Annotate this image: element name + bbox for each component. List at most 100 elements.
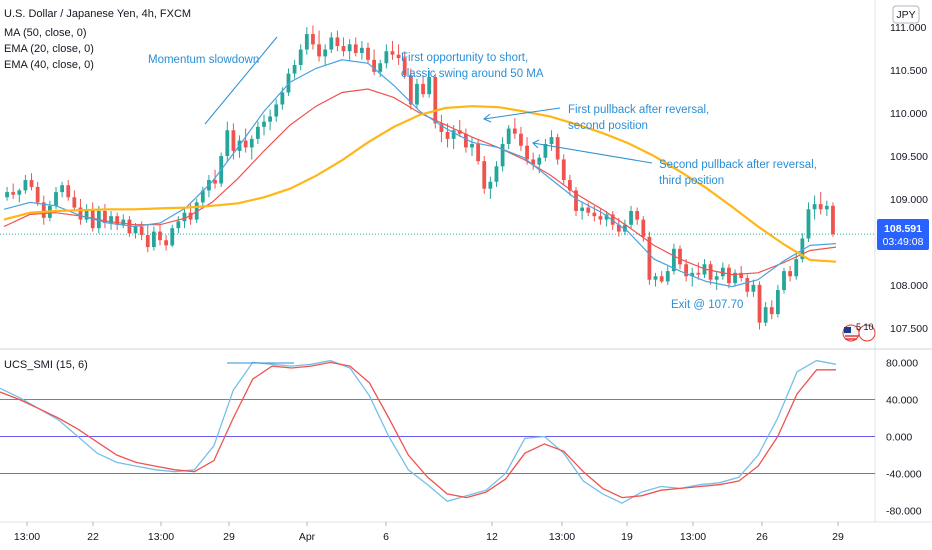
candle-body — [506, 128, 511, 144]
candle-body — [280, 92, 285, 105]
candle-body — [378, 63, 383, 72]
chart-title[interactable]: U.S. Dollar / Japanese Yen, 4h, FXCM — [4, 8, 191, 20]
candle — [708, 260, 713, 285]
candle — [115, 212, 120, 230]
first-pullback-arrowhead — [483, 113, 492, 123]
candles — [5, 25, 835, 330]
candle — [769, 300, 774, 320]
price-tag-price: 108.591 — [884, 223, 922, 235]
candle-body — [818, 204, 823, 210]
candle — [347, 39, 352, 62]
candle-body — [739, 272, 744, 278]
price-tick-label: 109.000 — [890, 194, 928, 206]
candle — [41, 195, 46, 225]
candle-body — [494, 166, 499, 182]
price-tag: 108.591 03:49:08 — [877, 219, 929, 250]
candle-body — [35, 186, 40, 203]
candle-body — [109, 216, 113, 224]
time-tick-label: 13:00 — [148, 531, 174, 543]
legend-smi[interactable]: UCS_SMI (15, 6) — [4, 359, 88, 371]
candle — [629, 205, 633, 229]
candle — [151, 226, 156, 251]
candle — [158, 224, 162, 246]
candle-body — [262, 121, 266, 127]
candle — [133, 223, 138, 239]
annotation-momentum-slowdown: Momentum slowdown — [148, 54, 259, 66]
first-pullback-arrow[interactable] — [483, 107, 561, 120]
candle — [604, 211, 609, 227]
candle — [359, 40, 364, 60]
smi-tick-label: 40.000 — [886, 394, 918, 406]
smi-axis[interactable]: 80.000 40.000 0.000 -40.000 -80.000 — [886, 357, 922, 517]
candle — [831, 202, 835, 237]
ema40-line — [3, 88, 837, 276]
time-tick-label: 29 — [832, 531, 844, 543]
candle-body — [54, 192, 58, 206]
candle — [427, 70, 432, 98]
candle-body — [298, 49, 303, 65]
candle-body — [733, 272, 737, 284]
candle-body — [396, 54, 401, 59]
candle — [274, 99, 279, 122]
annotation-drawings[interactable] — [204, 36, 653, 364]
candle-body — [525, 145, 529, 160]
candle — [690, 267, 695, 287]
candle-body — [170, 228, 175, 246]
candle-body — [41, 202, 46, 218]
candle-body — [225, 130, 230, 157]
candle-body — [696, 272, 701, 275]
candle-body — [782, 271, 786, 291]
candle-body — [714, 276, 719, 280]
candle-body — [775, 290, 780, 315]
candle-body — [439, 123, 444, 132]
candle-body — [463, 133, 468, 148]
candle — [433, 73, 438, 129]
candle-body — [531, 159, 536, 165]
candle — [317, 30, 321, 62]
candle-body — [121, 219, 126, 225]
candle-body — [408, 75, 413, 105]
candle — [549, 130, 554, 151]
candle — [788, 265, 793, 282]
candle — [659, 271, 664, 284]
candle-body — [268, 116, 273, 122]
price-tag-countdown: 03:49:08 — [883, 236, 924, 248]
candle-body — [629, 211, 633, 225]
candle — [421, 75, 425, 98]
candle-body — [635, 211, 640, 220]
legend-ema40[interactable]: EMA (40, close, 0) — [4, 59, 94, 71]
ema20-line — [3, 59, 837, 288]
candle — [176, 216, 181, 234]
candle — [635, 207, 640, 225]
candle — [714, 271, 719, 291]
candle-body — [329, 37, 334, 50]
candle — [757, 281, 762, 330]
annotation-second-pullback-line1: Second pullback after reversal, — [659, 159, 817, 171]
candle — [733, 269, 737, 287]
legend-ema20[interactable]: EMA (20, close, 0) — [4, 43, 94, 55]
candle — [653, 272, 658, 287]
candle-body — [561, 159, 566, 181]
momentum-trend-line[interactable] — [204, 36, 278, 125]
candle — [543, 138, 548, 162]
legend-ma50[interactable]: MA (50, close, 0) — [4, 27, 87, 39]
candle-body — [427, 77, 432, 95]
currency-badge[interactable]: JPY — [892, 5, 920, 24]
candle — [678, 245, 682, 270]
time-axis[interactable]: 13:00 22 13:00 29 Apr 6 12 13:00 19 13:00 26 29 — [14, 522, 844, 543]
candle-body — [249, 138, 254, 148]
candle — [396, 44, 401, 65]
candle-body — [763, 307, 768, 323]
candle-body — [384, 51, 389, 64]
candle-body — [359, 47, 364, 53]
candle — [671, 243, 676, 275]
candle — [366, 42, 370, 64]
price-tick-label: 110.500 — [890, 65, 927, 77]
smi-levels — [0, 398, 875, 475]
price-tick-label: 110.000 — [890, 108, 927, 120]
candle — [439, 114, 444, 143]
second-pullback-arrow[interactable] — [532, 142, 653, 164]
smi-line — [0, 359, 837, 504]
events-badge[interactable]: 5 10 — [842, 322, 876, 342]
smi-tick-label: 80.000 — [886, 357, 918, 369]
